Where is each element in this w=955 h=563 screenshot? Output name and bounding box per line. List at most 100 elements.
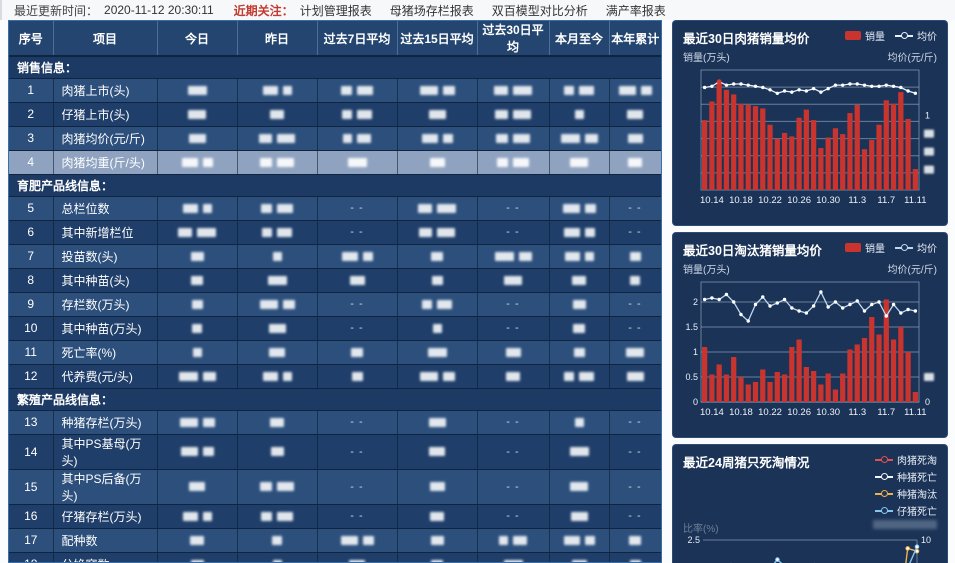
data-cell [397,504,478,529]
table-row-3[interactable]: 3 肉猪均价(元/斤) [9,126,661,151]
data-cell [397,150,478,175]
table-row-14[interactable]: 14 其中PS基母(万头) - - - - - - [9,434,661,470]
section-title: 育肥产品线信息： [9,174,661,197]
redacted-value [478,157,549,167]
line-dot-swatch-icon [875,472,893,481]
redacted-value [398,323,477,333]
data-cell [157,196,238,221]
data-cell [237,552,318,562]
data-cell [237,528,318,553]
report-link-2[interactable]: 母猪场存栏报表 [389,3,474,18]
legend-item-均价[interactable]: 均价 [895,28,937,43]
report-link-3[interactable]: 双百模型对比分析 [491,3,588,18]
legend-item-仔猪死亡[interactable]: 仔猪死亡 [875,503,937,518]
data-cell [317,150,398,175]
table-row-10[interactable]: 10 其中种苗(万头) - - - - - - [9,316,661,341]
data-cell [609,126,661,151]
svg-text:10.14: 10.14 [700,195,724,206]
redacted-value [478,559,549,562]
table-row-12[interactable]: 12 代养费(元/头) [9,364,661,389]
redacted-value: - - [628,480,642,493]
redacted-value [158,299,237,309]
redacted-value [318,251,397,261]
data-cell [397,528,478,553]
data-cell [397,410,478,435]
legend-item-肉猪死淘[interactable]: 肉猪死淘 [875,452,937,467]
data-cell [157,552,238,562]
redacted-value [610,535,661,545]
table-row-16[interactable]: 16 仔猪存栏(万头) - - - - - - [9,504,661,529]
redacted-value [550,347,609,357]
redacted-value [158,275,237,285]
legend-item-销量[interactable]: 销量 [845,240,885,255]
redacted-value [318,133,397,143]
redacted-value [238,447,317,456]
row-number: 4 [9,150,54,175]
data-cell: - - [477,434,550,470]
data-cell [397,78,478,103]
data-cell [237,102,318,127]
report-link-4[interactable]: 满产率报表 [605,3,666,18]
chart-panel-death-cull: 最近24周猪只死淘情况肉猪死淘种猪死亡种猪淘汰仔猪死亡比率(%)2.510281… [672,444,948,563]
redacted-value [398,227,477,237]
row-label: 死亡率(%) [53,340,158,365]
legend-item-种猪淘汰[interactable]: 种猪淘汰 [875,486,937,501]
table-row-6[interactable]: 6 其中新增栏位 - - - - - - [9,220,661,245]
table-row-18[interactable]: 18分娩窝数 [9,552,661,562]
redacted-value [238,133,317,143]
table-row-15[interactable]: 15 其中PS后备(万头) - - - - - - [9,469,661,505]
data-cell [477,150,550,175]
data-cell [157,102,238,127]
col-header-8: 本月至今 [549,21,610,57]
redacted-value [550,511,609,521]
svg-text:0: 0 [693,397,698,407]
data-cell [549,528,610,553]
data-cell [157,78,238,103]
data-cell [157,469,238,505]
legend-item-销量[interactable]: 销量 [845,28,885,43]
data-cell: - - [317,220,398,245]
svg-text:11.11: 11.11 [904,195,926,206]
legend-item-种猪死亡[interactable]: 种猪死亡 [875,469,937,484]
table-row-17[interactable]: 17 配种数 [9,528,661,553]
table-row-11[interactable]: 11 死亡率(%) [9,340,661,365]
table-row-9[interactable]: 9 存栏数(万头) - - - - - - [9,292,661,317]
chart-panel-pig-sales: 最近30日肉猪销量均价 销量 均价 销量(万头) 均价(元/斤) 1 10.14 10.18 1… [672,20,948,226]
redacted-value [318,347,397,357]
svg-text:10.22: 10.22 [758,195,782,206]
row-number: 6 [9,220,54,245]
data-cell: - - [317,410,398,435]
redacted-value [550,535,609,545]
data-cell [477,528,550,553]
data-cell [477,102,550,127]
chart-panel-cull-sales: 最近30日淘汰猪销量均价 销量 均价 销量(万头) 均价(元/斤) 2 1.5 1 0.5 0 0 1… [672,232,948,438]
svg-text:1: 1 [925,111,930,121]
data-cell [477,268,550,293]
redacted-value [318,85,397,95]
svg-text:0: 0 [925,397,930,407]
data-cell [237,78,318,103]
col-header-6: 过去15日平均 [397,21,478,57]
redacted-value [550,323,609,333]
data-cell: - - [609,469,661,505]
table-row-1[interactable]: 1 肉猪上市(头) [9,78,661,103]
table-row-4[interactable]: 4 肉猪均重(斤/头) [9,150,661,175]
redacted-value [158,559,237,562]
data-cell [237,340,318,365]
report-link-1[interactable]: 计划管理报表 [299,3,372,18]
table-row-7[interactable]: 7 投苗数(头) [9,244,661,269]
data-cell [397,268,478,293]
data-cell: - - [609,220,661,245]
table-row-5[interactable]: 5 总栏位数 - - - - - - [9,196,661,221]
table-row-13[interactable]: 13 种猪存栏(万头) - - - - - - [9,410,661,435]
legend-item-均价[interactable]: 均价 [895,240,937,255]
table-row-2[interactable]: 2 仔猪上市(头) [9,102,661,127]
row-number: 17 [9,528,54,553]
row-label: 投苗数(头) [53,244,158,269]
data-cell: - - [477,316,550,341]
legend-label: 种猪死亡 [897,473,937,484]
table-row-8[interactable]: 8 其中种苗(头) [9,268,661,293]
redacted-value: - - [628,416,642,428]
data-cell [317,78,398,103]
data-cell: - - [609,316,661,341]
